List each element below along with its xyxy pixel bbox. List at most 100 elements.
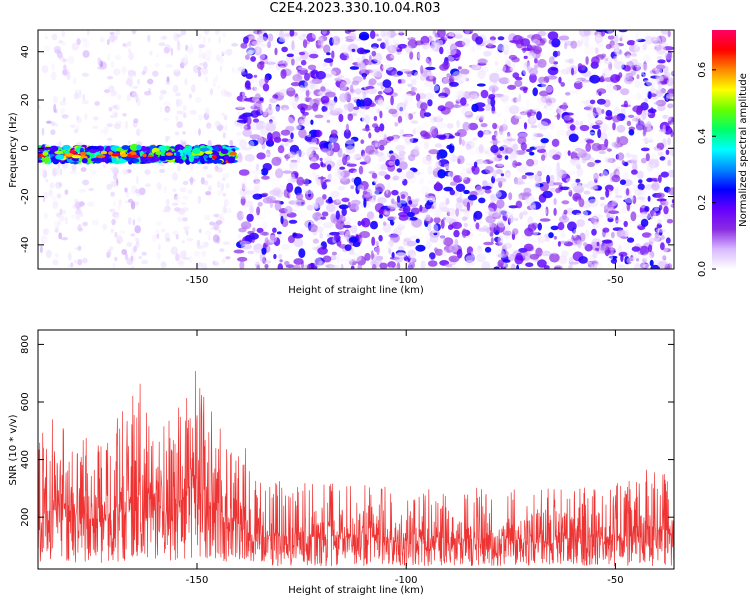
heatmap-cell (172, 84, 179, 93)
heatmap-cell (136, 144, 142, 151)
heatmap-cell (141, 251, 147, 256)
heatmap-cell (484, 188, 492, 194)
heatmap-cell (483, 50, 492, 57)
heatmap-cell (316, 129, 321, 138)
heatmap-cell (242, 112, 253, 118)
heatmap-cell (281, 46, 288, 53)
heatmap-cell (110, 180, 118, 188)
heatmap-cell (670, 30, 674, 40)
heatmap-cell (556, 106, 562, 115)
heatmap-cell (472, 137, 478, 141)
heatmap-cell (238, 227, 247, 233)
heatmap-cell (395, 86, 403, 93)
heatmap-cell (622, 243, 634, 254)
heatmap-cell (362, 91, 367, 100)
heatmap-cell (192, 147, 201, 154)
heatmap-cell (420, 102, 428, 111)
heatmap-cell (163, 47, 170, 54)
heatmap-cell (509, 105, 520, 115)
heatmap-cell (598, 31, 602, 36)
heatmap-cell (550, 79, 560, 84)
heatmap-cell (112, 200, 117, 208)
heatmap-cell (214, 30, 220, 35)
heatmap-cell (347, 113, 354, 121)
heatmap-cell (617, 264, 626, 268)
heatmap-cell (540, 154, 546, 161)
heatmap-cell (284, 260, 290, 266)
heatmap-cell (80, 167, 87, 172)
heatmap-cell (363, 198, 367, 208)
heatmap-cell (89, 148, 97, 154)
heatmap-cell (624, 194, 634, 204)
heatmap-cell (380, 99, 384, 106)
heatmap-cell (209, 221, 215, 226)
heatmap-cell (509, 153, 517, 163)
heatmap-cell (387, 261, 396, 269)
heatmap-cell (477, 159, 488, 169)
heatmap-cell (667, 159, 672, 167)
heatmap-cell (371, 172, 378, 179)
heatmap-cell (175, 234, 179, 240)
heatmap-cell (79, 151, 87, 156)
heatmap-cell (605, 109, 613, 117)
heatmap-cell (298, 248, 306, 259)
heatmap-cell (171, 202, 179, 206)
heatmap-cell (373, 163, 383, 172)
heatmap-cell (245, 73, 253, 80)
heatmap-cell (462, 121, 471, 131)
heatmap-cell (237, 66, 245, 72)
heatmap-cell (293, 258, 304, 265)
heatmap-cell (42, 151, 49, 156)
heatmap-cell (584, 261, 593, 269)
heatmap-cell (75, 89, 79, 98)
heatmap-cell (275, 104, 281, 112)
heatmap-cell (413, 72, 420, 80)
heatmap-cell (561, 200, 570, 205)
heatmap-cell (119, 230, 126, 235)
heatmap-cell (290, 82, 301, 87)
heatmap-cell (347, 258, 353, 267)
heatmap-x-tick-label: -100 (395, 275, 418, 286)
heatmap-cell (127, 69, 135, 77)
heatmap-cell (49, 145, 59, 152)
heatmap-cell (631, 169, 638, 175)
heatmap-cell (354, 141, 360, 149)
heatmap-cell (46, 255, 51, 259)
heatmap-cell (78, 189, 86, 193)
heatmap-cell (370, 221, 378, 230)
heatmap-cell (632, 37, 642, 41)
snr-y-axis-label: SNR (10 * v/v) (8, 414, 19, 485)
heatmap-cell (407, 113, 413, 120)
heatmap-cell (299, 84, 304, 93)
heatmap-cell (430, 205, 435, 209)
heatmap-cell (284, 205, 293, 215)
heatmap-cell (546, 75, 558, 80)
heatmap-cell (537, 148, 546, 154)
heatmap-cell (616, 170, 621, 176)
heatmap-cell (369, 30, 376, 39)
heatmap-cell (331, 50, 335, 59)
heatmap-cell (115, 30, 121, 35)
heatmap-cell (229, 151, 237, 156)
heatmap-cell (74, 128, 79, 134)
heatmap-cell (114, 231, 118, 238)
heatmap-cell (565, 177, 577, 183)
heatmap-cell (425, 240, 432, 250)
heatmap-cell (429, 233, 439, 243)
heatmap-cell (451, 142, 455, 146)
heatmap-cell (546, 174, 551, 184)
heatmap-cell (408, 59, 416, 68)
heatmap-cell (290, 132, 294, 140)
heatmap-cell (599, 173, 604, 177)
heatmap-cell (56, 193, 62, 199)
heatmap-cell (198, 128, 201, 136)
heatmap-cell (622, 171, 630, 181)
heatmap-cell (411, 69, 418, 76)
heatmap-cell (510, 150, 519, 159)
heatmap-cell (45, 36, 48, 40)
heatmap-cell (658, 253, 667, 260)
heatmap-cell (51, 71, 57, 81)
heatmap-cell (562, 102, 568, 111)
heatmap-cell (432, 30, 436, 35)
heatmap-cell (308, 224, 319, 233)
